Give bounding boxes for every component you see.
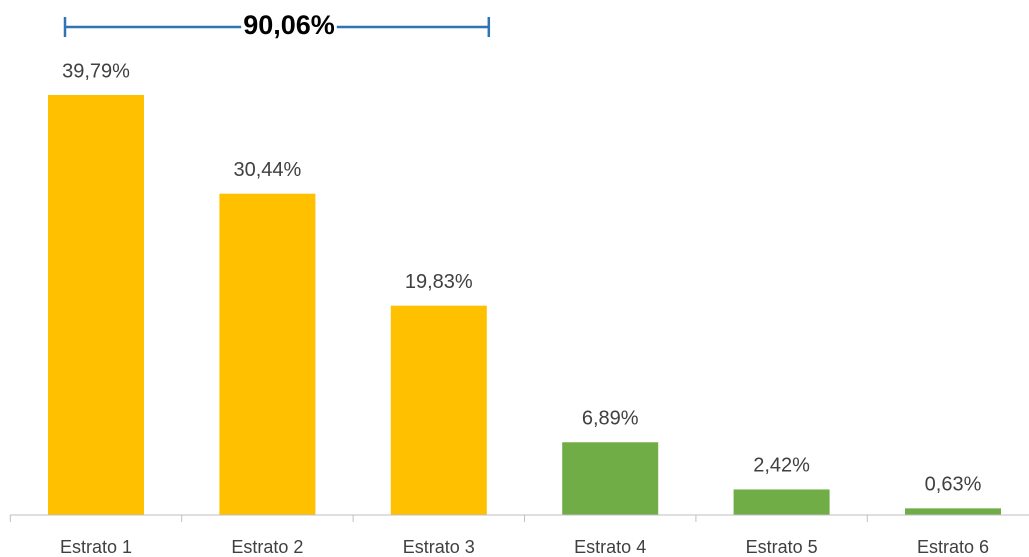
data-label: 0,63% — [925, 474, 982, 496]
bar — [905, 508, 1001, 515]
data-label: 2,42% — [753, 455, 810, 477]
x-tick-label: Estrato 6 — [917, 537, 989, 557]
annotation-bg — [241, 21, 337, 33]
bar — [562, 442, 659, 515]
data-label: 39,79% — [62, 60, 130, 82]
data-label: 30,44% — [233, 159, 301, 181]
bar — [733, 489, 830, 515]
x-tick-label: Estrato 1 — [60, 537, 132, 557]
x-tick-label: Estrato 5 — [746, 537, 818, 557]
x-tick-label: Estrato 2 — [231, 537, 303, 557]
data-label: 19,83% — [405, 271, 473, 293]
annotation: 90,06% — [243, 10, 335, 40]
bar — [219, 193, 316, 515]
x-tick-label: Estrato 3 — [403, 537, 475, 557]
bar — [390, 305, 487, 515]
bar — [48, 94, 144, 515]
x-tick-label: Estrato 4 — [574, 537, 646, 557]
data-label: 6,89% — [582, 408, 639, 430]
